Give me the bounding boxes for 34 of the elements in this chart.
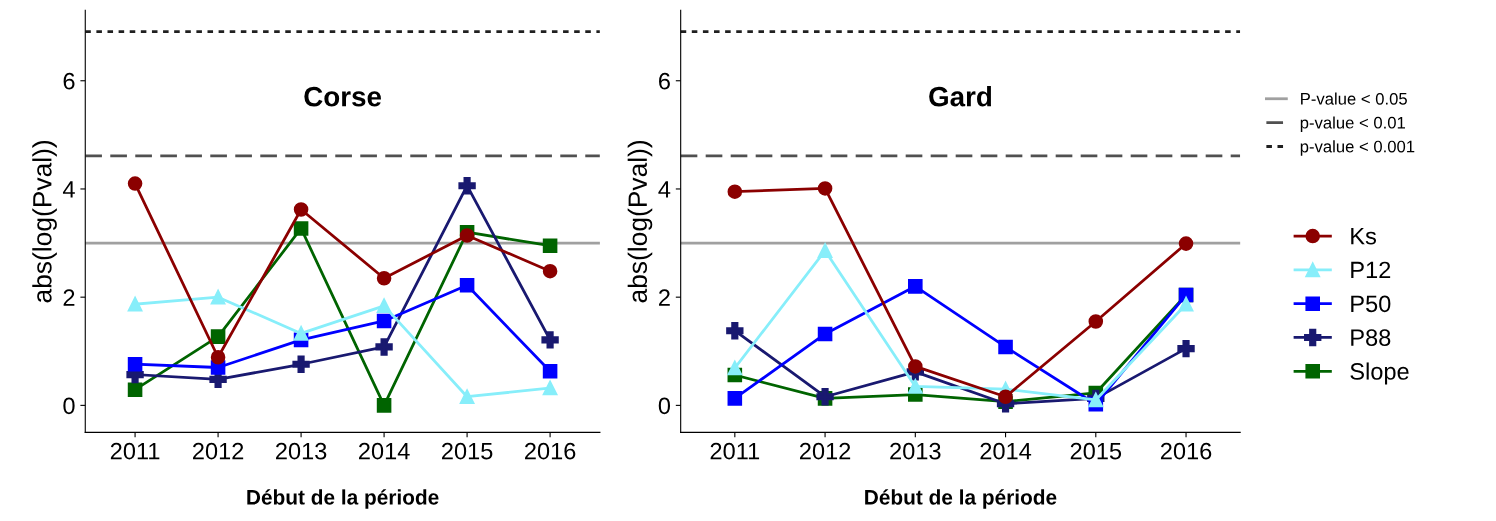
legend-label: P-value < 0.05 — [1301, 92, 1407, 105]
legend-label: p-value < 0.001 — [1300, 140, 1415, 156]
x-tick-label: 2014 — [359, 442, 410, 460]
x-tick-label: 2011 — [710, 442, 760, 460]
y-tick-label: 6 — [63, 72, 75, 90]
x-axis-title: Début de la période — [247, 489, 439, 509]
y-tick-label: 4 — [658, 181, 671, 198]
y-tick-label: 0 — [63, 397, 75, 415]
x-tick-label: 2012 — [193, 442, 244, 460]
text: Gard — [929, 86, 992, 107]
x-tick-label: 2011 — [110, 442, 160, 460]
x-tick-label: 2015 — [442, 442, 493, 460]
y-tick-label: 2 — [63, 289, 75, 306]
legend-label: p-value < 0.01 — [1300, 116, 1405, 132]
legend-label: Slope — [1350, 362, 1409, 385]
x-tick-label: 2013 — [276, 442, 327, 460]
x-tick-label: 2016 — [1160, 442, 1212, 460]
x-tick-label: 2014 — [980, 442, 1032, 460]
y-tick-label: 4 — [62, 181, 75, 198]
x-tick-label: 2012 — [800, 442, 851, 460]
text: Corse — [304, 86, 382, 107]
y-axis-title: abs(log(Pval)) — [32, 140, 57, 303]
x-tick-label: 2015 — [1070, 442, 1122, 460]
y-axis-title: abs(log(Pval)) — [627, 140, 653, 303]
y-tick-label: 2 — [659, 289, 670, 306]
x-tick-label: 2016 — [525, 442, 576, 460]
x-tick-label: 2013 — [890, 442, 941, 460]
y-tick-label: 0 — [658, 397, 671, 415]
legend-label: P12 — [1351, 261, 1391, 279]
y-tick-label: 6 — [659, 72, 670, 90]
legend-label: P50 — [1351, 295, 1391, 313]
legend-label: P88 — [1351, 329, 1391, 346]
x-axis-title: Début de la période — [865, 489, 1057, 509]
legend-label: Ks — [1351, 228, 1377, 245]
